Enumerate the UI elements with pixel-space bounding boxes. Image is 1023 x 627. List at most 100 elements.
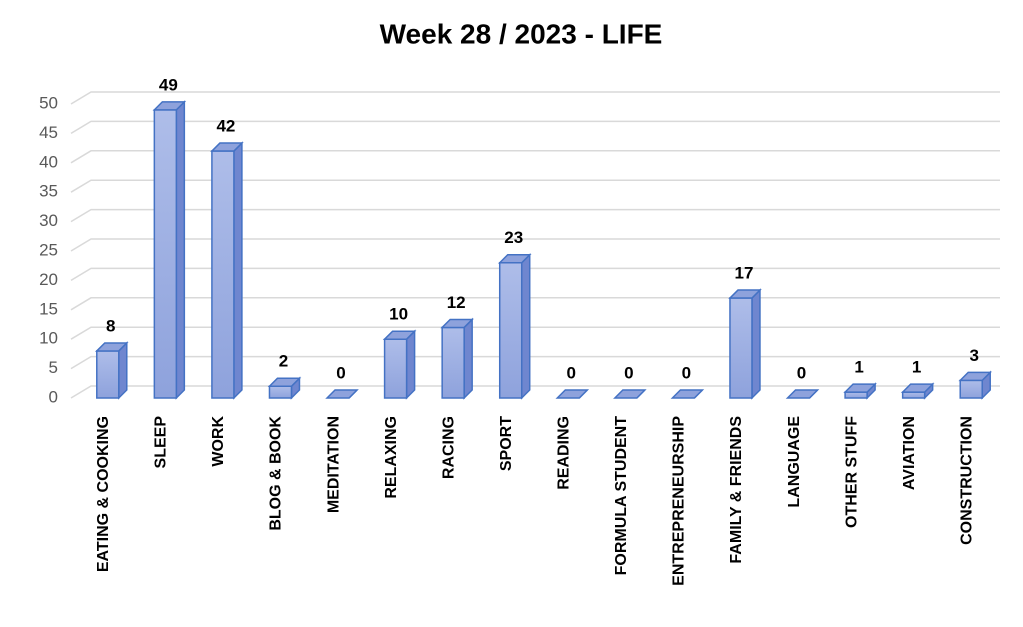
x-tick-label: FORMULA STUDENT xyxy=(613,416,630,576)
x-tick-label: EATING & COOKING xyxy=(95,416,112,572)
y-tick-label: 15 xyxy=(39,299,58,318)
x-tick-label: SPORT xyxy=(498,416,515,471)
grid-line xyxy=(70,120,1000,135)
bar xyxy=(670,389,705,399)
bar-top xyxy=(325,389,359,399)
bar-front xyxy=(268,385,293,399)
value-label: 0 xyxy=(624,363,633,382)
bar xyxy=(440,317,474,400)
x-tick-label: FAMILY & FRIENDS xyxy=(728,416,745,564)
bar xyxy=(555,389,590,399)
y-tick-label: 10 xyxy=(39,329,58,348)
bar-top xyxy=(728,289,762,299)
bar-front xyxy=(729,297,753,399)
y-tick-label: 5 xyxy=(49,358,58,377)
x-tick-label: AVIATION xyxy=(901,416,918,490)
bar-side xyxy=(751,288,761,400)
grid-line xyxy=(70,326,1000,340)
bar-front xyxy=(498,262,523,399)
bar xyxy=(325,389,359,399)
bar-side xyxy=(233,141,243,400)
bar xyxy=(728,288,762,400)
value-label: 17 xyxy=(735,264,754,283)
bar xyxy=(613,389,647,399)
x-tick-label: ENTREPRENEURSHIP xyxy=(671,416,688,586)
y-tick-label: 0 xyxy=(49,387,58,406)
value-label: 10 xyxy=(389,305,408,324)
bar-side xyxy=(118,341,128,400)
x-tick-label: RELAXING xyxy=(383,416,400,499)
bar xyxy=(497,252,532,400)
bar xyxy=(843,382,877,400)
bar-side xyxy=(405,329,416,400)
bar-front xyxy=(96,350,120,399)
x-tick-label: MEDITATION xyxy=(325,416,342,513)
bar-top xyxy=(382,330,417,340)
bar-top xyxy=(785,389,820,399)
y-tick-label: 50 xyxy=(39,93,58,112)
value-label: 8 xyxy=(106,316,115,335)
bar-side xyxy=(520,252,531,400)
bar-front xyxy=(441,326,465,399)
y-tick-label: 45 xyxy=(39,123,58,142)
x-tick-label: RACING xyxy=(440,416,457,479)
x-tick-label: OTHER STUFF xyxy=(843,416,860,528)
bar-top xyxy=(555,389,590,399)
bar xyxy=(900,382,935,400)
grid-line xyxy=(70,267,1000,282)
bar-front xyxy=(383,338,408,399)
grid-line xyxy=(70,385,1000,399)
bar xyxy=(958,370,993,400)
bar xyxy=(267,376,302,400)
value-label: 0 xyxy=(567,363,576,382)
grid-line xyxy=(70,91,1000,105)
bar-front xyxy=(844,391,868,399)
y-tick-label: 30 xyxy=(39,211,58,230)
bar-front xyxy=(153,109,178,399)
bar-side xyxy=(175,100,186,400)
value-label: 42 xyxy=(216,117,235,136)
bar-top xyxy=(670,389,705,399)
x-tick-label: BLOG & BOOK xyxy=(268,416,285,531)
bar xyxy=(785,389,820,399)
grid-line xyxy=(70,208,1000,223)
bar-top xyxy=(267,377,302,387)
bar-front xyxy=(211,150,235,399)
bar xyxy=(94,341,129,400)
bar-side xyxy=(463,317,473,400)
bar-front xyxy=(959,379,983,399)
y-tick-label: 40 xyxy=(39,152,58,171)
chart-title: Week 28 / 2023 - LIFE xyxy=(380,18,663,49)
grid-line xyxy=(70,355,1000,370)
x-tick-label: READING xyxy=(556,416,573,490)
bar-top xyxy=(210,142,244,152)
y-tick-label: 25 xyxy=(39,240,58,259)
value-label: 12 xyxy=(447,293,466,312)
x-tick-label: WORK xyxy=(210,416,227,467)
bar xyxy=(210,141,244,400)
x-tick-label: CONSTRUCTION xyxy=(958,416,975,545)
grid-line xyxy=(70,297,1000,311)
x-tick-label: SLEEP xyxy=(153,416,170,469)
bar-top xyxy=(440,318,474,329)
value-label: 1 xyxy=(854,358,863,377)
grid-line xyxy=(70,238,1000,252)
bar-top xyxy=(94,342,129,352)
bar-top xyxy=(497,254,532,264)
bar-top xyxy=(958,371,993,382)
grid-line xyxy=(70,150,1000,164)
bar-front xyxy=(901,391,926,399)
bar-top xyxy=(152,101,187,111)
bar-top xyxy=(613,389,647,399)
grid-line xyxy=(70,179,1000,193)
value-label: 1 xyxy=(912,358,921,377)
y-tick-label: 35 xyxy=(39,182,58,201)
x-tick-label: LANGUAGE xyxy=(786,416,803,508)
bar-top xyxy=(900,383,935,393)
y-tick-label: 20 xyxy=(39,270,58,289)
bar xyxy=(152,100,187,400)
value-label: 49 xyxy=(159,75,178,94)
value-label: 0 xyxy=(336,363,345,382)
value-label: 2 xyxy=(279,352,288,371)
